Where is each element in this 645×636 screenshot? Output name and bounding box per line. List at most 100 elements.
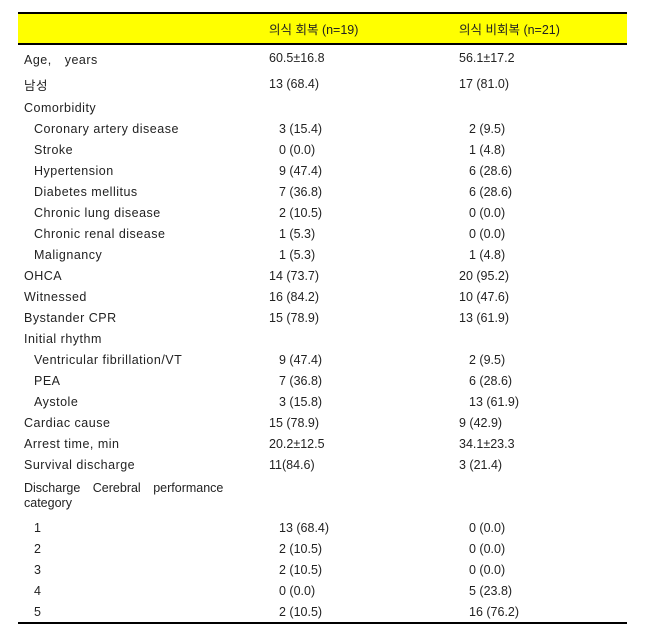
row-value-b: 1 (4.8)	[469, 248, 639, 262]
row-label: Witnessed	[18, 290, 269, 304]
table-row: Aystole3 (15.8)13 (61.9)	[18, 391, 627, 412]
table-row: Malignancy1 (5.3)1 (4.8)	[18, 244, 627, 265]
row-value-a: 3 (15.4)	[279, 122, 469, 136]
table-row: 52 (10.5)16 (76.2)	[18, 601, 627, 622]
row-value-b: 6 (28.6)	[469, 374, 639, 388]
row-label: Coronary artery disease	[18, 122, 279, 136]
row-value-b: 13 (61.9)	[459, 311, 629, 325]
row-value-a: 7 (36.8)	[279, 185, 469, 199]
row-value-b: 5 (23.8)	[469, 584, 639, 598]
row-value-b: 20 (95.2)	[459, 269, 629, 283]
row-label: Comorbidity	[18, 101, 269, 115]
row-label: 1	[18, 521, 279, 535]
row-value-a: 14 (73.7)	[269, 269, 459, 283]
row-value-b: 13 (61.9)	[469, 395, 639, 409]
table-row: Chronic lung disease2 (10.5)0 (0.0)	[18, 202, 627, 223]
row-label: Initial rhythm	[18, 332, 269, 346]
table-row: Discharge Cerebral performance category	[18, 475, 627, 517]
row-label: Diabetes mellitus	[18, 185, 279, 199]
row-value-a: 11(84.6)	[269, 458, 459, 472]
table-row: 남성13 (68.4)17 (81.0)	[18, 71, 627, 97]
row-value-a: 15 (78.9)	[269, 416, 459, 430]
row-value-b: 10 (47.6)	[459, 290, 629, 304]
row-value-b: 16 (76.2)	[469, 605, 639, 619]
table-row: Chronic renal disease1 (5.3)0 (0.0)	[18, 223, 627, 244]
row-value-a: 1 (5.3)	[279, 248, 469, 262]
row-value-a: 2 (10.5)	[279, 542, 469, 556]
row-value-b: 2 (9.5)	[469, 122, 639, 136]
row-label: OHCA	[18, 269, 269, 283]
row-label: 3	[18, 563, 279, 577]
row-value-a: 13 (68.4)	[269, 77, 459, 91]
row-value-a: 0 (0.0)	[279, 584, 469, 598]
row-label: Hypertension	[18, 164, 279, 178]
row-label: Malignancy	[18, 248, 279, 262]
row-value-a: 2 (10.5)	[279, 605, 469, 619]
table-row: 40 (0.0)5 (23.8)	[18, 580, 627, 601]
row-label: Survival discharge	[18, 458, 269, 472]
header-group-b: 의식 비회복 (n=21)	[459, 19, 629, 38]
table-row: Witnessed16 (84.2)10 (47.6)	[18, 286, 627, 307]
row-value-a: 0 (0.0)	[279, 143, 469, 157]
row-value-b: 34.1±23.3	[459, 437, 629, 451]
row-label: 4	[18, 584, 279, 598]
row-value-b: 56.1±17.2	[459, 51, 629, 65]
row-label: Stroke	[18, 143, 279, 157]
row-value-a: 16 (84.2)	[269, 290, 459, 304]
table-row: Survival discharge11(84.6)3 (21.4)	[18, 454, 627, 475]
header-group-a: 의식 회복 (n=19)	[269, 19, 459, 38]
row-value-a: 20.2±12.5	[269, 437, 459, 451]
row-label: Discharge Cerebral performance category	[18, 479, 275, 514]
row-value-b: 0 (0.0)	[469, 227, 639, 241]
row-label: PEA	[18, 374, 279, 388]
row-label: Chronic lung disease	[18, 206, 279, 220]
row-value-a: 15 (78.9)	[269, 311, 459, 325]
row-value-b: 3 (21.4)	[459, 458, 629, 472]
row-value-b: 2 (9.5)	[469, 353, 639, 367]
row-value-b: 0 (0.0)	[469, 542, 639, 556]
table-row: Comorbidity	[18, 97, 627, 118]
row-value-b: 9 (42.9)	[459, 416, 629, 430]
table-row: PEA7 (36.8)6 (28.6)	[18, 370, 627, 391]
table-row: 113 (68.4)0 (0.0)	[18, 517, 627, 538]
table-row: Initial rhythm	[18, 328, 627, 349]
row-label: Ventricular fibrillation/VT	[18, 353, 279, 367]
row-label: 5	[18, 605, 279, 619]
row-value-a: 2 (10.5)	[279, 206, 469, 220]
table-row: Hypertension9 (47.4)6 (28.6)	[18, 160, 627, 181]
table-body: Age, years60.5±16.856.1±17.2남성13 (68.4)1…	[18, 45, 627, 622]
row-value-a: 3 (15.8)	[279, 395, 469, 409]
table-row: Stroke0 (0.0)1 (4.8)	[18, 139, 627, 160]
table-row: OHCA14 (73.7)20 (95.2)	[18, 265, 627, 286]
row-value-a: 13 (68.4)	[279, 521, 469, 535]
row-value-b: 17 (81.0)	[459, 77, 629, 91]
row-value-a: 1 (5.3)	[279, 227, 469, 241]
row-label: 남성	[18, 75, 269, 94]
table-header-row: 의식 회복 (n=19) 의식 비회복 (n=21)	[18, 14, 627, 45]
table-row: Bystander CPR15 (78.9)13 (61.9)	[18, 307, 627, 328]
table-row: 22 (10.5)0 (0.0)	[18, 538, 627, 559]
row-value-a: 9 (47.4)	[279, 353, 469, 367]
row-value-b: 1 (4.8)	[469, 143, 639, 157]
table-row: Ventricular fibrillation/VT9 (47.4)2 (9.…	[18, 349, 627, 370]
row-value-a: 7 (36.8)	[279, 374, 469, 388]
table-row: Cardiac cause15 (78.9)9 (42.9)	[18, 412, 627, 433]
table-row: 32 (10.5)0 (0.0)	[18, 559, 627, 580]
table-row: Arrest time, min20.2±12.534.1±23.3	[18, 433, 627, 454]
row-value-b: 0 (0.0)	[469, 521, 639, 535]
row-value-a: 2 (10.5)	[279, 563, 469, 577]
table-row: Coronary artery disease3 (15.4)2 (9.5)	[18, 118, 627, 139]
row-value-b: 6 (28.6)	[469, 185, 639, 199]
row-label: Chronic renal disease	[18, 227, 279, 241]
row-label: Cardiac cause	[18, 416, 269, 430]
baseline-characteristics-table: 의식 회복 (n=19) 의식 비회복 (n=21) Age, years60.…	[18, 12, 627, 624]
row-value-b: 6 (28.6)	[469, 164, 639, 178]
row-label: 2	[18, 542, 279, 556]
row-value-a: 60.5±16.8	[269, 51, 459, 65]
row-label: Bystander CPR	[18, 311, 269, 325]
row-label: Age, years	[18, 49, 269, 68]
row-label: Arrest time, min	[18, 437, 269, 451]
table-row: Diabetes mellitus7 (36.8)6 (28.6)	[18, 181, 627, 202]
row-value-b: 0 (0.0)	[469, 563, 639, 577]
table-row: Age, years60.5±16.856.1±17.2	[18, 45, 627, 71]
